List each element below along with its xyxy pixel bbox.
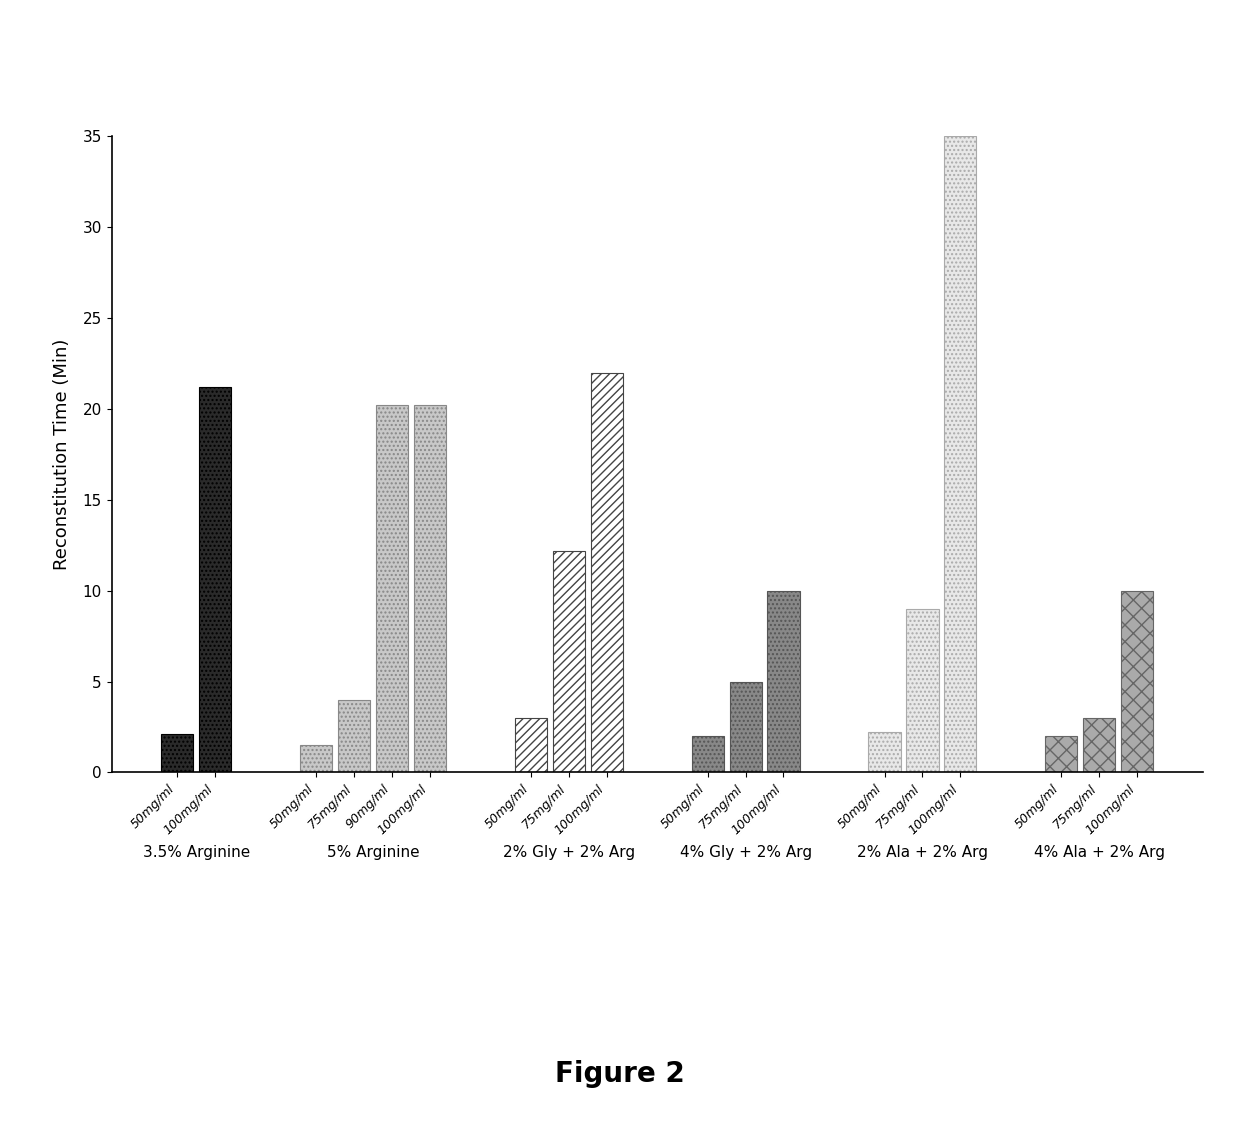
Text: 4% Ala + 2% Arg: 4% Ala + 2% Arg <box>1034 845 1164 860</box>
Bar <box>590 373 622 772</box>
Bar <box>1045 736 1078 772</box>
Bar <box>868 733 900 772</box>
Bar <box>161 734 193 772</box>
Text: Figure 2: Figure 2 <box>556 1060 684 1087</box>
Text: 4% Gly + 2% Arg: 4% Gly + 2% Arg <box>680 845 812 860</box>
Bar <box>553 551 585 772</box>
Text: 5% Arginine: 5% Arginine <box>326 845 419 860</box>
Text: 3.5% Arginine: 3.5% Arginine <box>143 845 250 860</box>
Bar <box>729 682 761 772</box>
Text: 2% Ala + 2% Arg: 2% Ala + 2% Arg <box>857 845 988 860</box>
Bar <box>339 700 371 772</box>
Bar <box>515 718 547 772</box>
Bar <box>414 406 446 772</box>
Bar <box>1121 591 1153 772</box>
Bar <box>906 609 939 772</box>
Bar <box>200 387 232 772</box>
Text: 2% Gly + 2% Arg: 2% Gly + 2% Arg <box>502 845 635 860</box>
Bar <box>692 736 724 772</box>
Bar <box>768 591 800 772</box>
Bar <box>376 406 408 772</box>
Bar <box>1083 718 1115 772</box>
Y-axis label: Reconstitution Time (Min): Reconstitution Time (Min) <box>53 339 72 570</box>
Bar <box>944 136 976 772</box>
Bar <box>300 745 332 772</box>
